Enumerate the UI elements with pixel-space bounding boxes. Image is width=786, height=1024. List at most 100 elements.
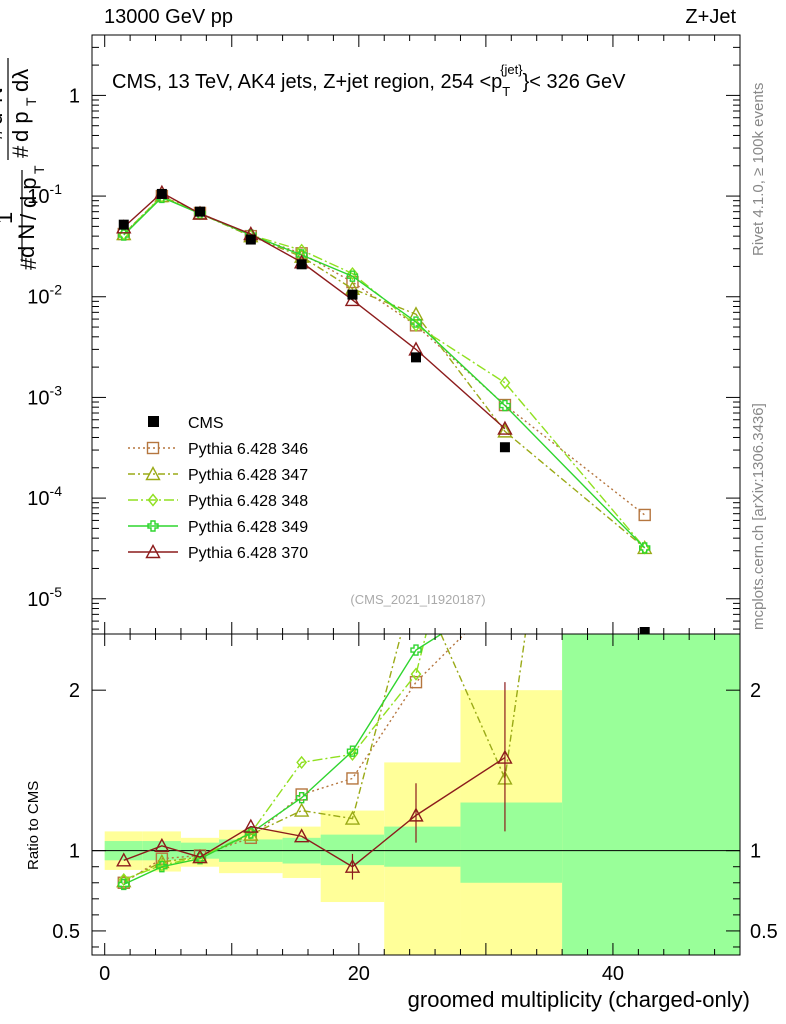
ratio-series-point <box>156 861 168 873</box>
ratio-series-point <box>410 667 422 681</box>
cms-data-point <box>347 289 358 300</box>
svg-text:T: T <box>31 165 47 174</box>
svg-text:/: / <box>16 213 41 220</box>
ratio-series-point <box>295 792 308 804</box>
ratio-series-point <box>116 852 132 867</box>
legend-label: Pythia 6.428 349 <box>188 519 308 536</box>
legend-label: Pythia 6.428 346 <box>188 441 308 458</box>
y-axis-label-main: # d N / d p T 1 # d p T dλ # d 2 N <box>0 58 47 270</box>
y-tick-label-main: 10-1 <box>27 181 62 208</box>
legend-entry: Pythia 6.428 370 <box>128 544 308 562</box>
mcplots-label: mcplots.cern.ch [arXiv:1306.3436] <box>750 403 767 630</box>
cms-data-point <box>195 206 205 217</box>
y-tick-label-ratio: 0.5 <box>52 921 80 943</box>
ratio-series-point <box>500 316 509 327</box>
ratio-series-point <box>346 745 359 757</box>
series-point <box>410 316 422 328</box>
series-point <box>347 266 358 281</box>
legend-marker-cms <box>148 416 159 427</box>
series-point <box>497 420 513 435</box>
legend-marker <box>146 441 160 455</box>
ratio-series-point <box>293 828 310 843</box>
y-tick-label-main: 10-5 <box>27 584 62 611</box>
ratio-series-point <box>245 827 257 839</box>
main-panel <box>116 184 653 634</box>
stat-uncertainty-band <box>562 634 740 955</box>
rivet-version-label: Rivet 4.1.0, ≥ 100k events <box>750 82 767 256</box>
analysis-id: (CMS_2021_I1920187) <box>350 592 485 607</box>
y-tick-label-ratio-right: 2 <box>750 680 761 702</box>
legend-marker <box>145 466 161 481</box>
series-370 <box>116 184 513 435</box>
legend-entry: Pythia 6.428 346 <box>128 441 308 458</box>
ratio-series-point <box>243 818 259 833</box>
ratio-series-point <box>192 849 208 864</box>
x-tick-label: 20 <box>348 963 370 985</box>
ratio-series-370 <box>116 682 513 880</box>
ratio-series-line <box>123 634 527 882</box>
ratio-uncertainty-bands <box>104 634 740 955</box>
y-tick-label-main: 1 <box>69 85 80 107</box>
y-tick-label-ratio: 1 <box>69 841 80 863</box>
svg-text:#: # <box>0 127 7 140</box>
cms-data-point <box>245 234 256 245</box>
svg-text:N: N <box>0 87 7 103</box>
legend-label: Pythia 6.428 348 <box>188 493 308 510</box>
svg-text:d p: d p <box>16 177 41 208</box>
y-tick-label-ratio: 2 <box>69 680 80 702</box>
series-point <box>497 423 513 438</box>
svg-text:#: # <box>8 145 33 158</box>
ratio-series-point <box>410 571 423 583</box>
legend-entry: Pythia 6.428 347 <box>128 466 308 484</box>
ratio-series-point <box>118 878 130 891</box>
x-axis-label: groomed multiplicity (charged-only) <box>408 987 750 1012</box>
ratio-series-line <box>123 634 443 886</box>
cms-data-point <box>411 352 421 363</box>
ratio-series-point <box>293 802 310 817</box>
svg-text:dλ: dλ <box>8 69 33 92</box>
ratio-series-point <box>344 810 361 825</box>
svg-text:d p: d p <box>8 111 33 142</box>
axes: 0 20 40 1 10-1 10-2 10-3 10-4 10-5 0.5 0.5 1 1 2 2 <box>27 34 778 985</box>
ratio-series-point <box>500 589 510 599</box>
ratio-series-349 <box>118 589 510 891</box>
ratio-panel <box>92 316 740 891</box>
series-line <box>123 191 506 430</box>
cms-data-point <box>639 627 650 634</box>
series-point <box>638 508 651 522</box>
y-tick-label-main: 10-2 <box>27 282 62 309</box>
series-point <box>346 270 359 282</box>
series-point <box>499 399 511 412</box>
legend-marker <box>147 520 159 532</box>
ratio-series-point <box>155 852 169 865</box>
ratio-frame <box>91 633 741 956</box>
ratio-series-point <box>118 872 130 887</box>
series-point <box>499 376 511 390</box>
ratio-series-point <box>296 755 308 770</box>
x-tick-label: 0 <box>99 963 110 985</box>
cms-data-series <box>118 188 650 634</box>
legend-label-cms: CMS <box>188 415 224 432</box>
x-tick-label: 40 <box>602 963 624 985</box>
svg-text:d: d <box>0 113 7 125</box>
y-tick-label-ratio-right: 0.5 <box>750 921 778 943</box>
legend-label: Pythia 6.428 347 <box>188 467 308 484</box>
ratio-series-point <box>409 675 423 689</box>
svg-text:1: 1 <box>0 212 17 224</box>
cms-data-point <box>296 259 307 270</box>
cms-data-point <box>499 442 510 453</box>
ratio-series-line <box>123 756 506 868</box>
svg-text:T: T <box>23 97 39 106</box>
cms-data-point <box>118 219 129 230</box>
ratio-series-point <box>499 588 510 599</box>
ratio-series-point <box>154 837 170 853</box>
y-axis-label-ratio: Ratio to CMS <box>25 781 42 870</box>
ratio-series-line <box>123 634 427 881</box>
ratio-series-point <box>346 772 359 785</box>
svg-text:d N: d N <box>14 224 39 258</box>
stat-uncertainty-band <box>460 802 563 883</box>
stat-uncertainty-band <box>384 826 461 867</box>
header-right: Z+Jet <box>685 6 736 28</box>
chart-title: CMS, 13 TeV, AK4 jets, Z+jet region, 254… <box>112 62 626 99</box>
